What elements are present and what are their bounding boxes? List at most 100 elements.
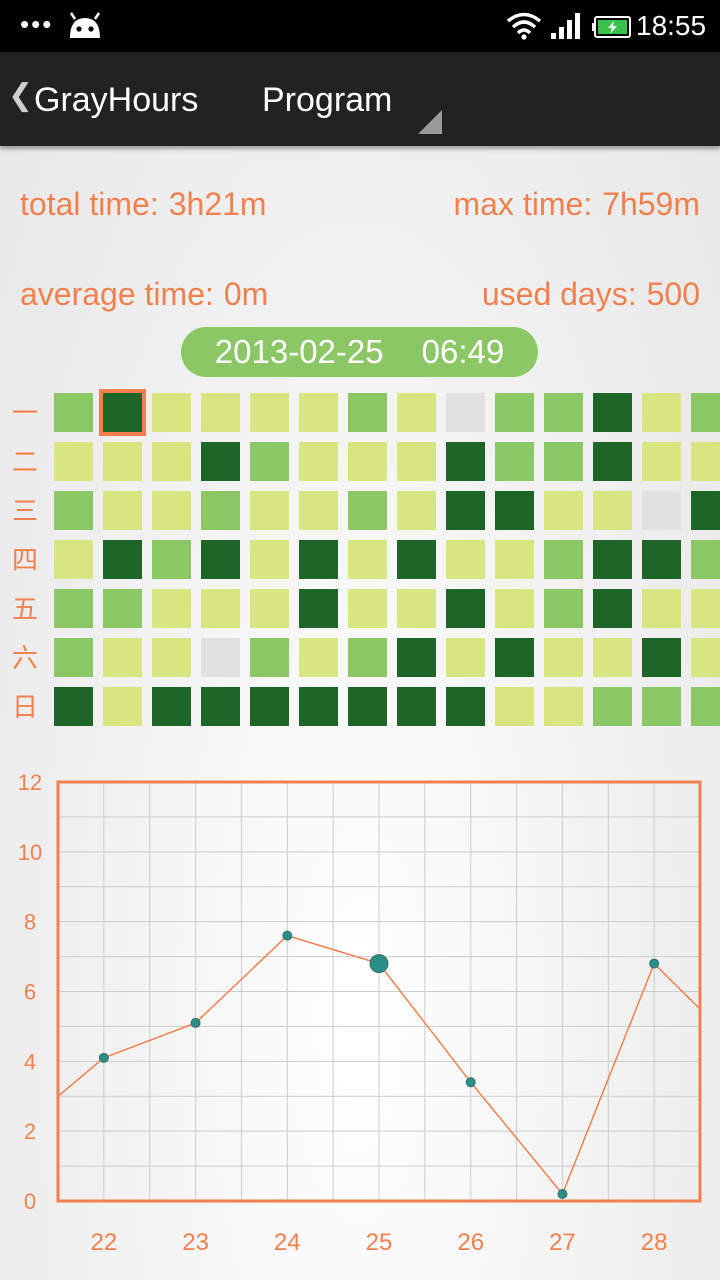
heatmap-cell[interactable] [593, 393, 632, 432]
heatmap-cell[interactable] [103, 638, 142, 677]
heatmap-cell[interactable] [201, 589, 240, 628]
heatmap-cell[interactable] [544, 442, 583, 481]
heatmap-cell[interactable] [54, 638, 93, 677]
heatmap-cell[interactable] [299, 442, 338, 481]
heatmap-cell[interactable] [299, 491, 338, 530]
heatmap-cell[interactable] [103, 687, 142, 726]
heatmap-cell[interactable] [446, 442, 485, 481]
heatmap-cell[interactable] [495, 638, 534, 677]
heatmap-cell[interactable] [201, 638, 240, 677]
heatmap-cell[interactable] [348, 393, 387, 432]
heatmap-cell[interactable] [99, 389, 146, 436]
heatmap-cell[interactable] [691, 589, 720, 628]
heatmap-cell[interactable] [691, 638, 720, 677]
heatmap-cell[interactable] [152, 589, 191, 628]
app-title[interactable]: GrayHours [34, 81, 199, 119]
heatmap-cell[interactable] [446, 687, 485, 726]
heatmap-cell[interactable] [397, 540, 436, 579]
heatmap-cell[interactable] [544, 540, 583, 579]
heatmap-cell[interactable] [642, 687, 681, 726]
heatmap-cell[interactable] [348, 638, 387, 677]
heatmap-cell[interactable] [201, 491, 240, 530]
heatmap-cell[interactable] [593, 491, 632, 530]
back-chevron-icon[interactable]: ❮ [8, 79, 34, 112]
heatmap-cell[interactable] [397, 687, 436, 726]
heatmap-cell[interactable] [544, 687, 583, 726]
heatmap-cell[interactable] [495, 589, 534, 628]
heatmap-cell[interactable] [544, 589, 583, 628]
heatmap-cell[interactable] [152, 638, 191, 677]
heatmap-cell[interactable] [691, 491, 720, 530]
heatmap-cell[interactable] [544, 393, 583, 432]
heatmap-cell[interactable] [593, 687, 632, 726]
heatmap-cell[interactable] [299, 687, 338, 726]
heatmap-cell[interactable] [642, 393, 681, 432]
heatmap-cell[interactable] [299, 540, 338, 579]
heatmap-cell[interactable] [397, 442, 436, 481]
heatmap-cell[interactable] [397, 491, 436, 530]
heatmap-cell[interactable] [348, 442, 387, 481]
heatmap-cell[interactable] [495, 540, 534, 579]
heatmap-cell[interactable] [152, 687, 191, 726]
heatmap-cell[interactable] [642, 638, 681, 677]
heatmap-cell[interactable] [250, 491, 289, 530]
heatmap-cell[interactable] [299, 393, 338, 432]
heatmap-cell[interactable] [397, 589, 436, 628]
heatmap-cell[interactable] [103, 442, 142, 481]
heatmap-cell[interactable] [495, 491, 534, 530]
heatmap-cell[interactable] [544, 491, 583, 530]
heatmap-cell[interactable] [54, 687, 93, 726]
heatmap-cell[interactable] [54, 442, 93, 481]
heatmap-cell[interactable] [250, 687, 289, 726]
heatmap-cell[interactable] [642, 491, 681, 530]
heatmap-cell[interactable] [103, 589, 142, 628]
heatmap-cell[interactable] [54, 393, 93, 432]
heatmap-cell[interactable] [299, 589, 338, 628]
heatmap-cell[interactable] [152, 442, 191, 481]
heatmap-cell[interactable] [691, 393, 720, 432]
heatmap-cell[interactable] [54, 589, 93, 628]
heatmap-cell[interactable] [250, 442, 289, 481]
heatmap-cell[interactable] [642, 540, 681, 579]
heatmap-cell[interactable] [691, 442, 720, 481]
dropdown-triangle-icon[interactable] [418, 110, 442, 134]
heatmap-cell[interactable] [54, 491, 93, 530]
heatmap-cell[interactable] [250, 393, 289, 432]
heatmap-cell[interactable] [495, 442, 534, 481]
heatmap-cell[interactable] [348, 687, 387, 726]
heatmap-cell[interactable] [691, 687, 720, 726]
heatmap-cell[interactable] [250, 638, 289, 677]
heatmap-cell[interactable] [642, 589, 681, 628]
heatmap-cell[interactable] [348, 589, 387, 628]
heatmap-cell[interactable] [103, 491, 142, 530]
heatmap-cell[interactable] [103, 540, 142, 579]
heatmap-cell[interactable] [446, 589, 485, 628]
program-spinner[interactable]: Program [262, 81, 393, 119]
heatmap-cell[interactable] [201, 393, 240, 432]
heatmap-cell[interactable] [397, 638, 436, 677]
heatmap-cell[interactable] [446, 540, 485, 579]
heatmap-cell[interactable] [299, 638, 338, 677]
heatmap-cell[interactable] [495, 393, 534, 432]
heatmap-cell[interactable] [201, 540, 240, 579]
heatmap-cell[interactable] [593, 442, 632, 481]
heatmap-cell[interactable] [446, 393, 485, 432]
heatmap-cell[interactable] [152, 491, 191, 530]
heatmap-cell[interactable] [446, 638, 485, 677]
heatmap-cell[interactable] [593, 638, 632, 677]
heatmap-cell[interactable] [250, 589, 289, 628]
heatmap-cell[interactable] [201, 442, 240, 481]
heatmap-cell[interactable] [54, 540, 93, 579]
heatmap-cell[interactable] [152, 540, 191, 579]
heatmap-cell[interactable] [397, 393, 436, 432]
heatmap-cell[interactable] [348, 491, 387, 530]
heatmap-cell[interactable] [593, 589, 632, 628]
heatmap-cell[interactable] [691, 540, 720, 579]
heatmap-cell[interactable] [446, 491, 485, 530]
heatmap-cell[interactable] [642, 442, 681, 481]
heatmap-cell[interactable] [250, 540, 289, 579]
heatmap-cell[interactable] [593, 540, 632, 579]
heatmap-cell[interactable] [544, 638, 583, 677]
heatmap-cell[interactable] [152, 393, 191, 432]
heatmap-cell[interactable] [495, 687, 534, 726]
